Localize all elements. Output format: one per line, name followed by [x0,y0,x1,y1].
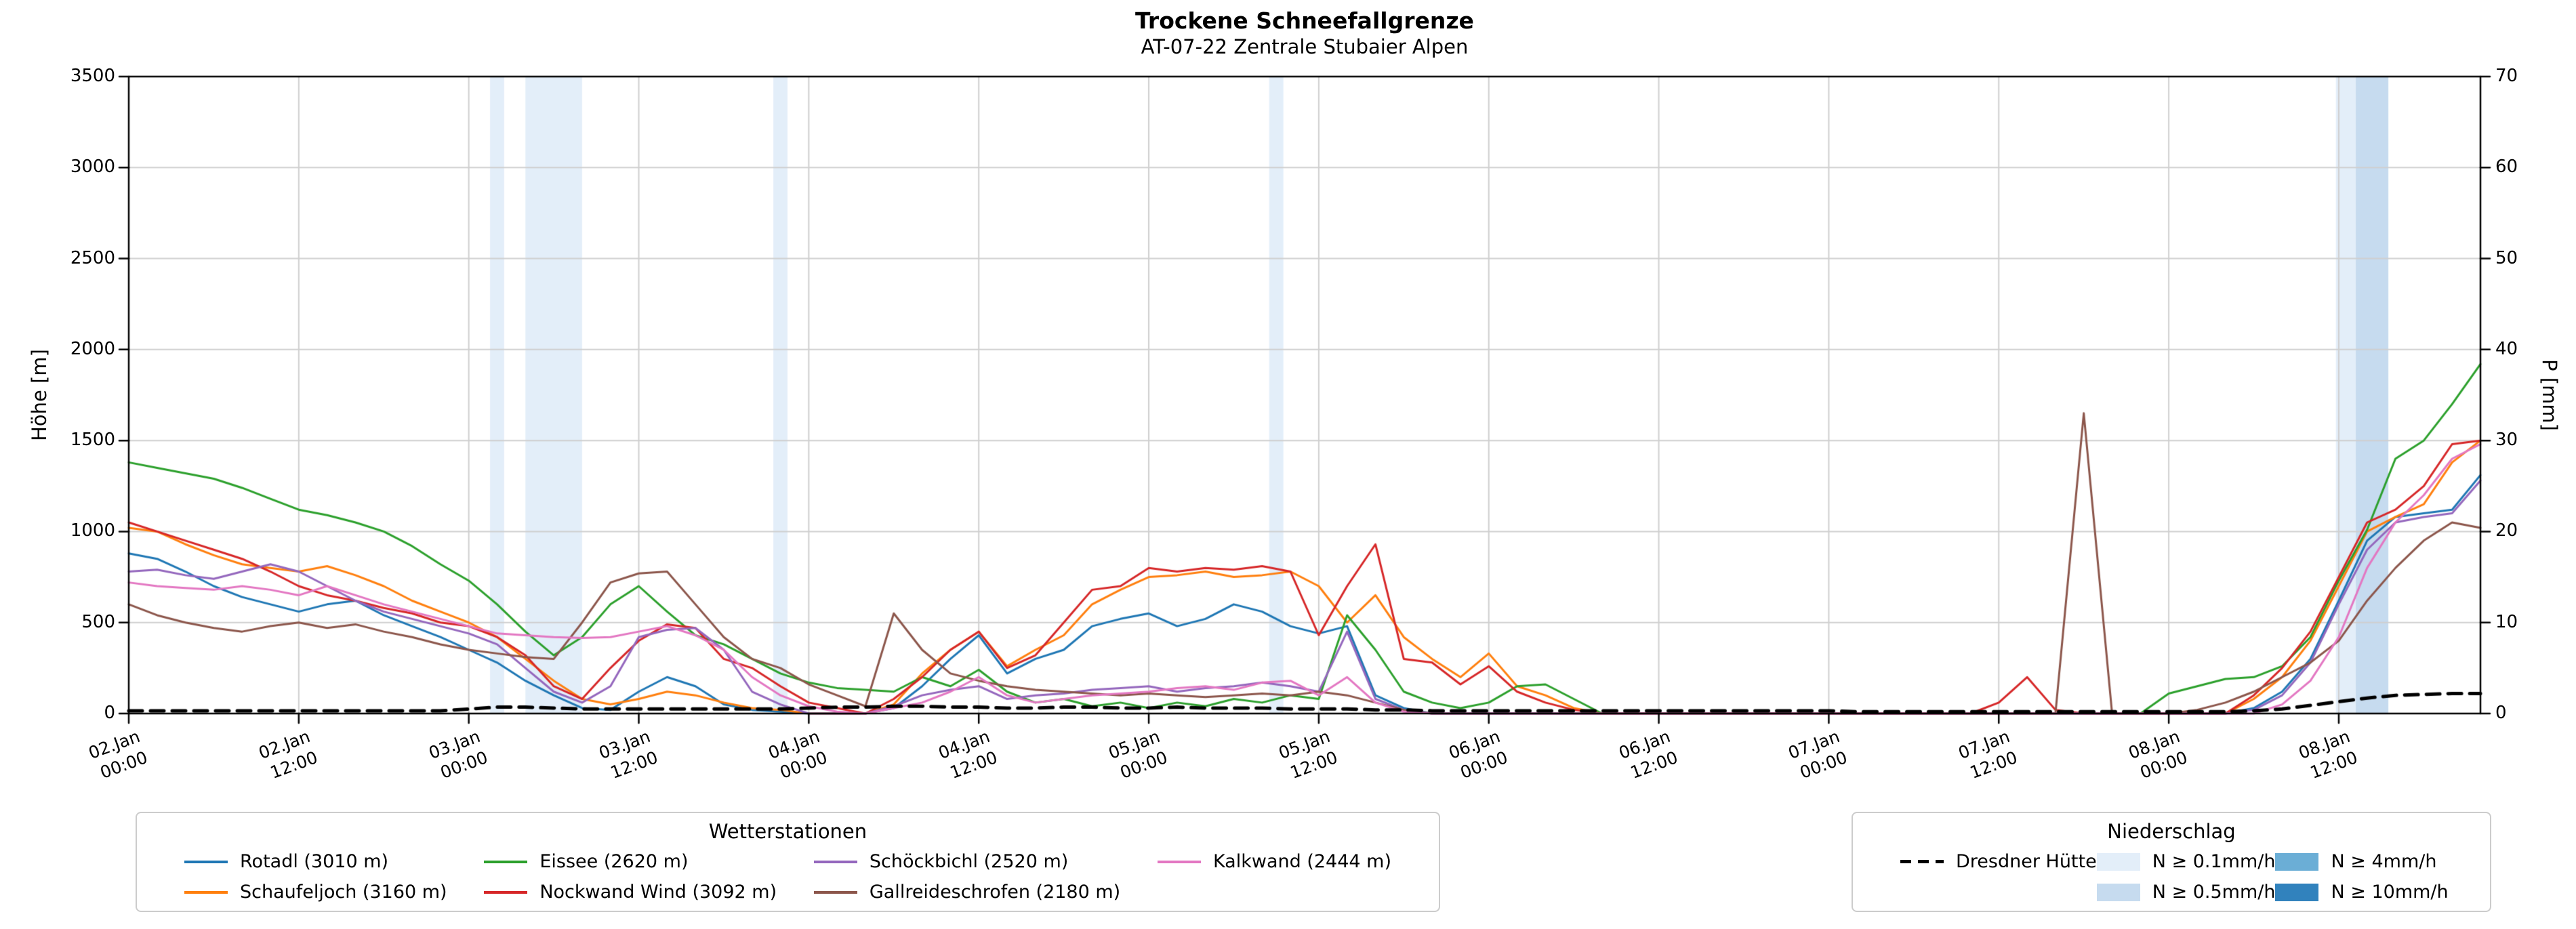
legend-item-label: Eissee (2620 m) [539,851,689,872]
y-right-tick-label: 70 [2495,66,2518,86]
precip-patch-swatch-icon [2275,883,2319,901]
legend-item-label: Schöckbichl (2520 m) [869,851,1069,872]
y-axis-label-right: P [mm] [2538,359,2561,431]
legend-column: Eissee (2620 m) Nockwand Wind (3092 m) [484,851,777,903]
chart-subtitle: AT-07-22 Zentrale Stubaier Alpen [1141,35,1469,59]
legend-column: Kalkwand (2444 m) [1157,851,1391,903]
y-right-tick-label: 50 [2495,247,2518,268]
legend-item-label: Rotadl (3010 m) [240,851,389,872]
legend-item-label: Dresdner Hütte [1956,851,2097,872]
y-right-tick-label: 20 [2495,520,2518,541]
page-title: Trockene Schneefallgrenze [1135,7,1474,34]
legend-item: N ≥ 10mm/h [2275,882,2449,903]
precip-patch-swatch-icon [2096,852,2140,871]
y-right-tick-label: 0 [2495,703,2507,723]
legend-niederschlag-title: Niederschlag [2107,820,2236,843]
y-left-tick-label: 2000 [70,338,115,359]
legend-item: Schöckbichl (2520 m) [813,851,1069,872]
y-left-tick-label: 500 [81,611,115,632]
legend-item: Eissee (2620 m) [484,851,689,872]
legend-item: Nockwand Wind (3092 m) [484,882,777,903]
legend-item-label: N ≥ 4mm/h [2331,851,2437,872]
y-right-tick-label: 60 [2495,157,2518,178]
legend-column: N ≥ 4mm/h N ≥ 10mm/h [2275,851,2449,903]
legend-item-label: Kalkwand (2444 m) [1212,851,1391,872]
legend-niederschlag-items: Dresdner Hütte N ≥ 0.1mm/h N ≥ 0.5mm/h N ≥ … [1853,851,2490,903]
legend-item: N ≥ 4mm/h [2275,851,2436,872]
legend-niederschlag: Niederschlag Dresdner Hütte N ≥ 0.1mm/h N … [1852,812,2491,912]
line-swatch-icon [184,860,228,863]
legend-column: N ≥ 0.1mm/h N ≥ 0.5mm/h [2096,851,2276,903]
legend-item-label: N ≥ 0.1mm/h [2152,851,2276,872]
legend-item: Rotadl (3010 m) [184,851,388,872]
legend-column: Rotadl (3010 m) Schaufeljoch (3160 m) [184,851,447,903]
y-left-tick-label: 3500 [70,66,115,86]
legend-item-label: Nockwand Wind (3092 m) [539,882,777,903]
legend-item: Schaufeljoch (3160 m) [184,882,447,903]
y-left-tick-label: 0 [104,703,115,723]
legend-item-label: Schaufeljoch (3160 m) [240,882,447,903]
precip-patch-swatch-icon [2275,852,2319,871]
legend-item-label: N ≥ 0.5mm/h [2152,882,2276,903]
line-swatch-icon [813,860,857,863]
line-swatch-icon [484,890,528,894]
legend-item: N ≥ 0.1mm/h [2096,851,2276,872]
legend-item-label: N ≥ 10mm/h [2331,882,2449,903]
line-swatch-icon [1157,860,1201,863]
y-right-tick-label: 10 [2495,611,2518,632]
legend-item: Kalkwand (2444 m) [1157,851,1391,872]
y-left-tick-label: 2500 [70,247,115,268]
legend-wetterstationen: Wetterstationen Rotadl (3010 m) Schaufelj… [136,812,1440,912]
y-left-tick-label: 1500 [70,430,115,451]
legend-wetterstationen-items: Rotadl (3010 m) Schaufeljoch (3160 m) Eiss… [137,851,1439,903]
y-left-tick-label: 1000 [70,520,115,541]
y-right-tick-label: 40 [2495,338,2518,359]
legend-wetterstationen-title: Wetterstationen [708,820,867,843]
y-axis-label-left: Höhe [m] [28,349,51,441]
legend-item-label: Gallreideschrofen (2180 m) [869,882,1121,903]
dashed-line-swatch-icon [1900,860,1944,863]
line-swatch-icon [813,890,857,894]
legend-item: N ≥ 0.5mm/h [2096,882,2276,903]
legend-item: Gallreideschrofen (2180 m) [813,882,1121,903]
chart-header: Trockene Schneefallgrenze AT-07-22 Zentr… [129,7,2480,60]
precip-patch-swatch-icon [2096,883,2140,901]
legend-column: Dresdner Hütte [1900,851,2097,903]
legend-item: Dresdner Hütte [1900,851,2097,872]
legend-column: Schöckbichl (2520 m) Gallreideschrofen (2… [813,851,1121,903]
y-right-tick-label: 30 [2495,430,2518,451]
y-left-tick-label: 3000 [70,157,115,178]
line-swatch-icon [484,860,528,863]
line-swatch-icon [184,890,228,894]
